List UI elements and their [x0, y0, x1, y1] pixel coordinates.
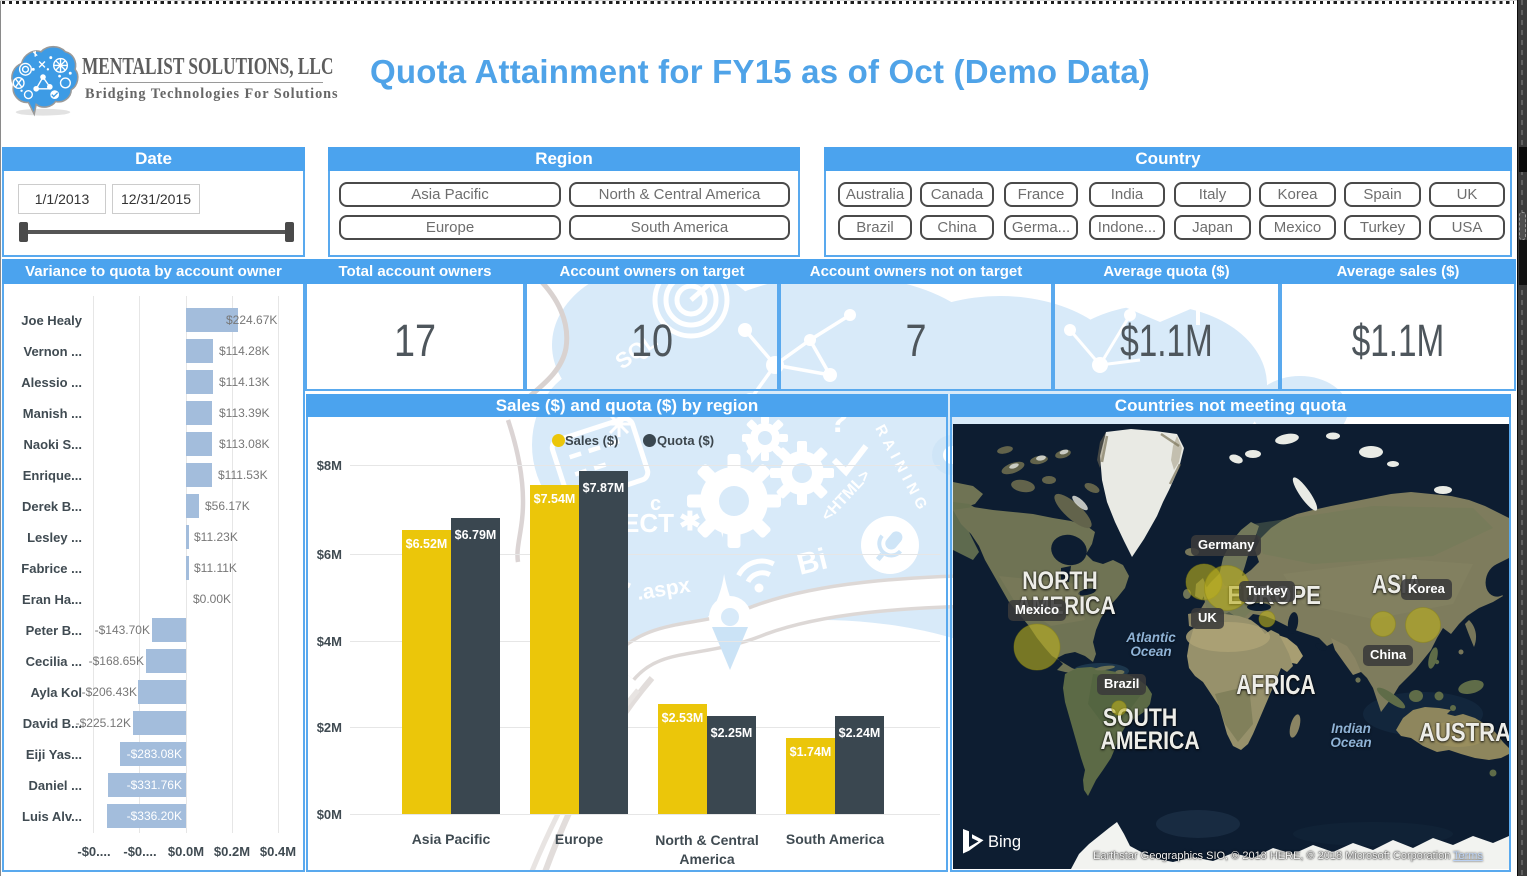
svg-text:ECT✱: ECT ✱: [622, 506, 701, 538]
svg-text:Bing: Bing: [988, 833, 1021, 851]
svg-text:c: c: [650, 493, 661, 515]
